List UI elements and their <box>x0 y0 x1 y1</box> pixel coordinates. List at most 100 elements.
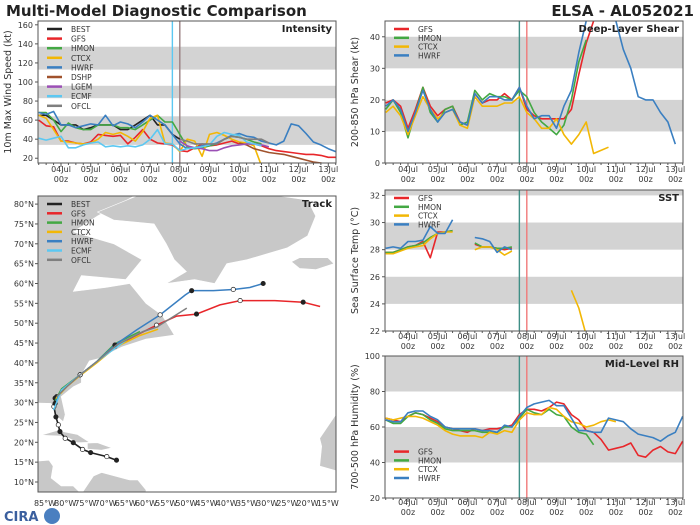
y-tick-label: 40 <box>23 135 33 144</box>
legend-label-ctcx: CTCX <box>71 228 91 237</box>
panel-mid-level-rh: 2040608010004Jul00z05Jul00z06Jul00z07Jul… <box>350 352 685 517</box>
threshold-band <box>38 85 336 99</box>
x-tick-sublabel: 00z <box>579 342 593 351</box>
threshold-band <box>385 36 683 69</box>
series-line-hwrf <box>385 21 677 145</box>
y-tick-label: 24 <box>370 300 380 309</box>
x-tick-label: 09Jul <box>547 332 567 341</box>
x-tick-sublabel: 00z <box>232 175 246 184</box>
x-tick-label: 12Jul <box>636 332 656 341</box>
x-tick-sublabel: 00z <box>173 175 187 184</box>
x-tick-label: 06Jul <box>457 498 477 507</box>
track-point-hwrf <box>189 288 195 294</box>
track-point-hwrf <box>230 286 236 293</box>
panel-title: Deep-Layer Shear <box>579 24 680 35</box>
lon-tick-label: 35°W <box>236 499 258 508</box>
plot-area <box>385 21 683 163</box>
x-tick-label: 11Jul <box>606 165 626 174</box>
x-tick-sublabel: 00z <box>401 508 415 517</box>
y-tick-label: 0 <box>375 159 380 168</box>
y-tick-label: 100 <box>365 352 380 361</box>
legend-label-gfs: GFS <box>418 194 433 203</box>
legend-label-hwrf: HWRF <box>418 51 441 60</box>
x-tick-sublabel: 00z <box>638 175 652 184</box>
track-line-ofcl <box>56 307 188 398</box>
legend-label-ctcx: CTCX <box>418 465 438 474</box>
legend-label-hwrf: HWRF <box>418 220 441 229</box>
x-tick-label: 08Jul <box>517 498 537 507</box>
panel-track: 80°N 75°N 70°N 65°N 60°N 55°N 50°N 45°N 40°N 35°N… <box>14 195 339 508</box>
land-north-america <box>38 196 175 423</box>
x-tick-label: 05Jul <box>428 498 448 507</box>
y-tick-label: 60 <box>370 423 380 432</box>
legend-label-hmon: HMON <box>71 219 95 228</box>
land-south-america <box>82 472 147 492</box>
track-point-best <box>57 429 63 435</box>
y-tick-label: 20 <box>370 494 380 503</box>
lat-tick-label: 20°N <box>14 438 34 447</box>
x-tick-label: 13Jul <box>665 332 685 341</box>
x-tick-label: 06Jul <box>457 332 477 341</box>
legend-label-ofcl: OFCL <box>71 256 91 265</box>
x-tick-label: 13Jul <box>318 165 338 174</box>
y-tick-label: 80 <box>23 97 33 106</box>
x-tick-label: 08Jul <box>517 332 537 341</box>
track-point-hwrf <box>157 312 163 318</box>
x-tick-label: 10Jul <box>229 165 249 174</box>
x-tick-sublabel: 00z <box>579 175 593 184</box>
lat-tick-label: 75°N <box>14 220 34 229</box>
y-tick-label: 26 <box>370 273 380 282</box>
series-line-ctcx <box>570 289 586 331</box>
axes-frame <box>384 20 684 164</box>
x-tick-sublabel: 00z <box>520 508 534 517</box>
series-line-hwrf <box>474 236 513 254</box>
lat-tick-label: 10°N <box>14 478 34 487</box>
x-tick-label: 07Jul <box>140 165 160 174</box>
x-tick-label: 09Jul <box>547 498 567 507</box>
legend-label-gfs: GFS <box>71 35 86 44</box>
x-tick-label: 04Jul <box>51 165 71 174</box>
axes-frame <box>37 20 337 164</box>
x-tick-sublabel: 00z <box>549 508 563 517</box>
x-tick-sublabel: 00z <box>401 175 415 184</box>
storm-id: ELSA - AL052021 <box>551 2 694 20</box>
x-tick-label: 13Jul <box>665 165 685 174</box>
x-tick-sublabel: 00z <box>609 342 623 351</box>
lat-tick-label: 30°N <box>14 399 34 408</box>
panel-intensity: 2040608010012014016004Jul00z05Jul00z06Ju… <box>3 20 338 184</box>
x-tick-label: 04Jul <box>398 332 418 341</box>
plot-area <box>38 21 336 163</box>
y-axis-label: 200-850 hPa Shear (kt) <box>350 37 361 147</box>
lat-tick-label: 40°N <box>14 359 34 368</box>
x-tick-label: 09Jul <box>200 165 220 174</box>
figure-title: Multi-Model Diagnostic Comparison <box>6 2 307 20</box>
legend-label-best: BEST <box>71 200 91 209</box>
land-central-america <box>38 459 80 492</box>
track-point-best <box>53 414 59 420</box>
threshold-band <box>385 190 683 196</box>
y-tick-label: 22 <box>370 327 380 336</box>
lon-tick-label: 75°W <box>74 499 96 508</box>
x-tick-sublabel: 00z <box>490 508 504 517</box>
legend-label-ecmf: ECMF <box>71 92 92 101</box>
x-tick-sublabel: 00z <box>431 175 445 184</box>
x-tick-sublabel: 00z <box>431 342 445 351</box>
threshold-band <box>385 276 683 304</box>
x-tick-sublabel: 00z <box>609 175 623 184</box>
track-point-gfs <box>237 298 243 304</box>
x-tick-sublabel: 00z <box>490 342 504 351</box>
lon-tick-label: 45°W <box>196 499 218 508</box>
lon-tick-label: 50°W <box>175 499 197 508</box>
y-tick-label: 120 <box>18 59 33 68</box>
x-tick-label: 12Jul <box>636 498 656 507</box>
y-tick-label: 40 <box>370 459 380 468</box>
legend-label-hwrf: HWRF <box>71 63 94 72</box>
lat-tick-label: 65°N <box>14 260 34 269</box>
y-tick-label: 28 <box>370 246 380 255</box>
axes-frame <box>384 189 684 332</box>
lat-tick-label: 80°N <box>14 200 34 209</box>
x-tick-sublabel: 00z <box>321 175 335 184</box>
